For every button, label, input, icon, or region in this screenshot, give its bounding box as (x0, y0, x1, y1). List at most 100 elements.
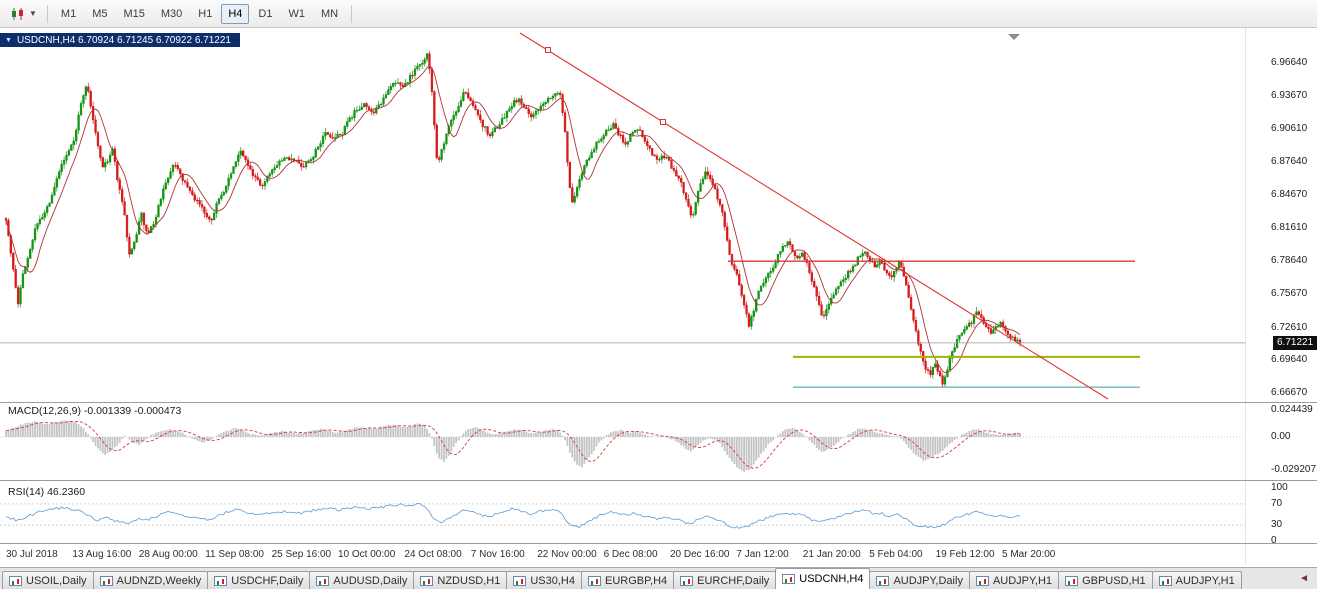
axis-border (1245, 28, 1246, 565)
chart-tab-audnzd-weekly[interactable]: AUDNZD,Weekly (92, 571, 209, 589)
chart-type-button[interactable]: ▼ (5, 3, 42, 25)
time-axis-label: 19 Feb 12:00 (935, 549, 995, 560)
price-axis-label: 6.93670 (1271, 89, 1308, 101)
time-axis-label: 13 Aug 16:00 (72, 549, 132, 560)
chart-tab-bar: USOIL,Daily AUDNZD,Weekly USDCHF,Daily AUDU… (0, 567, 1317, 589)
chart-thumbnail-icon (680, 575, 694, 586)
chart-region: ▼ USDCNH,H4 6.70924 6.71245 6.70922 6.71… (0, 28, 1317, 567)
time-axis-label: 7 Nov 16:00 (470, 549, 525, 560)
pane-separator-main-macd[interactable] (0, 402, 1317, 403)
timeframe-button-m15[interactable]: M15 (116, 4, 151, 24)
moving-average-line (5, 65, 1021, 374)
timeframe-button-m1[interactable]: M1 (54, 4, 83, 24)
chart-tab-nzdusd-h1[interactable]: NZDUSD,H1 (413, 571, 508, 589)
descending-trendline[interactable] (519, 32, 1109, 400)
chart-tab-eurgbp-h4[interactable]: EURGBP,H4 (580, 571, 675, 589)
chart-tab-label: AUDUSD,Daily (333, 574, 408, 587)
tabs-container: USOIL,Daily AUDNZD,Weekly USDCHF,Daily AUDU… (0, 568, 1289, 589)
time-axis-label: 28 Aug 00:00 (138, 549, 198, 560)
chart-thumbnail-icon (9, 575, 22, 586)
chart-tab-label: USOIL,Daily (26, 574, 87, 587)
chart-tab-label: GBPUSD,H1 (1082, 574, 1146, 587)
rsi-axis-label: 0 (1271, 535, 1277, 546)
price-axis-label: 6.87640 (1271, 156, 1308, 168)
price-axis-label: 6.96640 (1271, 57, 1308, 68)
chart-thumbnail-icon (1065, 575, 1079, 586)
chart-thumbnail-icon (214, 575, 228, 586)
timeframe-button-h1[interactable]: H1 (191, 4, 219, 24)
chevron-down-icon: ▼ (29, 8, 37, 18)
rsi-indicator-label: RSI(14) 46.2360 (8, 486, 86, 498)
macd-axis-label: 0.00 (1271, 431, 1291, 442)
toolbar-separator (351, 4, 353, 23)
macd-signal-line (5, 420, 1021, 469)
chart-thumbnail-icon (876, 575, 890, 586)
price-axis-label: 6.78640 (1271, 255, 1308, 267)
chart-tab-us30-h4[interactable]: US30,H4 (506, 571, 582, 589)
price-chart[interactable] (0, 28, 1245, 565)
time-axis-label: 6 Dec 08:00 (603, 549, 658, 560)
chart-tab-label: EURGBP,H4 (604, 574, 668, 587)
chart-tab-label: USDCHF,Daily (231, 574, 304, 587)
price-axis-label: 6.84670 (1271, 188, 1308, 200)
current-price-badge: 6.71221 (1273, 335, 1317, 350)
rsi-line (5, 502, 1021, 529)
chart-title-bar: ▼ USDCNH,H4 6.70924 6.71245 6.70922 6.71… (0, 33, 240, 47)
time-axis[interactable]: 30 Jul 2018 13 Aug 16:00 28 Aug 00:00 11 Se… (0, 547, 1245, 565)
chart-thumbnail-icon (99, 575, 113, 586)
chart-tab-eurchf-daily[interactable]: EURCHF,Daily (673, 571, 777, 589)
price-axis-label: 6.69640 (1271, 354, 1308, 366)
chart-thumbnail-icon (782, 574, 796, 584)
time-axis-label: 11 Sep 08:00 (205, 549, 264, 560)
time-axis-label: 20 Dec 16:00 (670, 549, 730, 560)
timeframe-button-mn[interactable]: MN (314, 4, 345, 24)
macd-axis-label: -0.029207 (1271, 463, 1317, 475)
window-menu-icon[interactable]: ▼ (5, 36, 12, 44)
chart-thumbnail-icon (1158, 575, 1172, 586)
toolbar: ▼ M1 M5 M15 M30 H1 H4 D1 W1 MN (0, 0, 1317, 28)
trendline-handle[interactable] (660, 119, 666, 125)
tab-scroll-left-button[interactable]: ◄ (1299, 573, 1309, 584)
time-axis-label: 7 Jan 12:00 (736, 549, 789, 560)
chart-tab-audjpy-h1[interactable]: AUDJPY,H1 (1151, 571, 1242, 589)
chart-tab-usoil-daily[interactable]: USOIL,Daily (2, 571, 94, 589)
chart-thumbnail-icon (316, 575, 330, 586)
chart-tab-label: US30,H4 (530, 574, 575, 587)
macd-axis-label: 0.024439 (1271, 403, 1313, 415)
chart-tab-audjpy-daily[interactable]: AUDJPY,Daily (869, 571, 970, 589)
chart-tab-usdchf-daily[interactable]: USDCHF,Daily (207, 571, 311, 589)
chart-tab-audjpy-h1[interactable]: AUDJPY,H1 (968, 571, 1060, 589)
chart-tab-audusd-daily[interactable]: AUDUSD,Daily (309, 571, 415, 589)
candlesticks (4, 50, 1022, 388)
trendline-handle[interactable] (545, 47, 551, 53)
price-axis-label: 6.90610 (1271, 123, 1308, 135)
timeframe-button-w1[interactable]: W1 (281, 4, 312, 24)
time-axis-label: 21 Jan 20:00 (802, 549, 861, 560)
chart-tab-usdcnh-h4[interactable]: USDCNH,H4 (775, 568, 871, 589)
chart-tab-label: AUDNZD,Weekly (116, 574, 202, 587)
chart-tab-label: USDCNH,H4 (799, 573, 864, 585)
chart-thumbnail-icon (513, 575, 527, 586)
timeframe-button-m5[interactable]: M5 (85, 4, 114, 24)
price-axis-label: 6.72610 (1271, 321, 1308, 333)
time-axis-label: 5 Mar 20:00 (1002, 549, 1056, 560)
chart-tab-gbpusd-h1[interactable]: GBPUSD,H1 (1058, 571, 1153, 589)
price-axis[interactable]: 6.96640 6.93670 6.90610 6.87640 6.84670 6.816… (1245, 28, 1317, 567)
time-axis-label: 5 Feb 04:00 (869, 549, 923, 560)
chart-thumbnail-icon (975, 575, 989, 586)
timeframe-button-h4[interactable]: H4 (221, 3, 250, 24)
pane-separator-macd-rsi[interactable] (0, 480, 1317, 481)
candlestick-chart-icon (12, 7, 23, 20)
timeframe-button-d1[interactable]: D1 (251, 4, 279, 24)
time-axis-label: 25 Sep 16:00 (271, 549, 332, 560)
time-axis-label: 24 Oct 08:00 (404, 549, 462, 560)
price-axis-label: 6.81610 (1271, 222, 1308, 234)
chart-thumbnail-icon (420, 575, 434, 586)
rsi-axis-label: 70 (1271, 497, 1283, 509)
macd-histogram (5, 420, 1021, 472)
timeframe-button-m30[interactable]: M30 (154, 4, 189, 24)
chart-title: USDCNH,H4 6.70924 6.71245 6.70922 6.7122… (16, 34, 231, 46)
chart-shift-marker[interactable] (1008, 34, 1020, 40)
time-axis-label: 30 Jul 2018 (6, 549, 58, 560)
chart-tab-label: AUDJPY,H1 (992, 574, 1053, 587)
